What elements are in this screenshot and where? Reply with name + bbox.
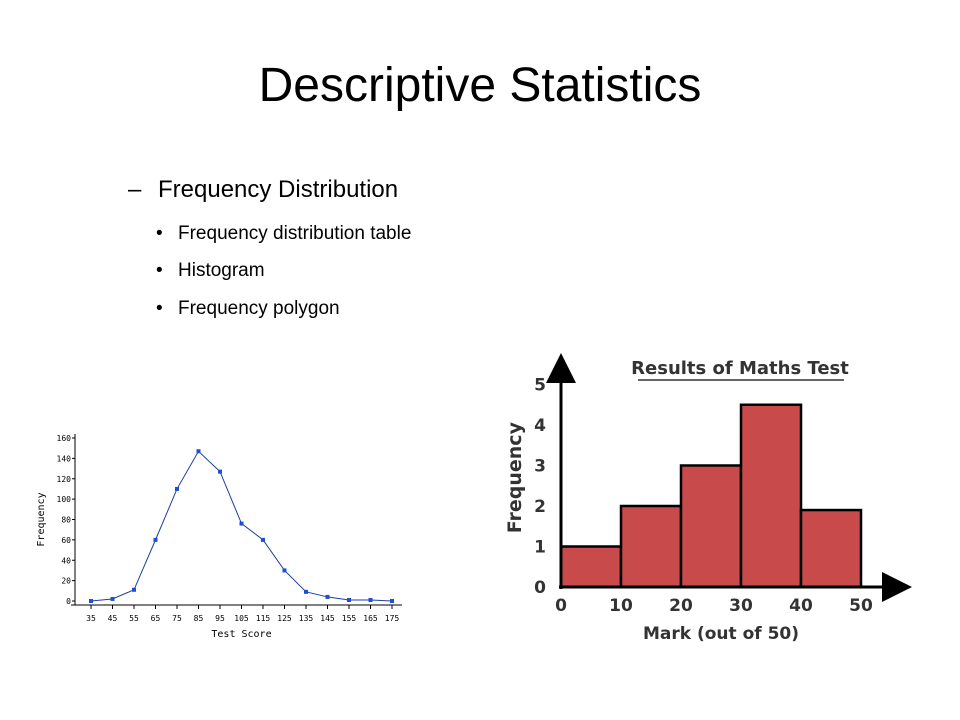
y-tick-label: 60 — [61, 536, 71, 545]
x-tick-label: 155 — [342, 614, 357, 623]
dash-marker: – — [128, 176, 142, 203]
data-point — [347, 597, 351, 602]
data-point — [110, 596, 115, 601]
data-point — [304, 589, 308, 594]
x-tick-label: 30 — [729, 596, 753, 616]
y-tick-label: 1 — [534, 538, 546, 558]
x-tick-label: 125 — [277, 614, 292, 623]
bullet-item: • Histogram — [156, 260, 265, 282]
x-tick-label: 20 — [669, 596, 693, 616]
x-tick-label: 95 — [215, 614, 225, 623]
data-point — [218, 469, 222, 474]
x-tick-label: 40 — [789, 596, 813, 616]
data-point — [89, 599, 93, 603]
y-tick-label: 80 — [61, 516, 71, 525]
x-tick-label: 75 — [172, 614, 182, 623]
x-tick-label: 145 — [320, 614, 335, 623]
x-tick-label: 45 — [108, 614, 118, 623]
data-point — [282, 568, 287, 573]
x-tick-label: 115 — [256, 614, 271, 623]
bullet-dot: • — [156, 223, 163, 244]
x-tick-label: 165 — [363, 614, 378, 623]
y-tick-label: 0 — [66, 597, 71, 606]
y-tick-label: 0 — [534, 578, 546, 598]
y-tick-label: 140 — [57, 454, 72, 463]
x-tick-label: 85 — [194, 614, 204, 623]
x-tick-label: 55 — [129, 614, 139, 623]
histogram-bar — [679, 464, 743, 589]
data-point — [196, 449, 201, 454]
histogram-chart: Results of Maths Test 0 1 2 3 4 5 0 10 20 30 40 50… — [504, 353, 912, 644]
x-tick-label: 35 — [86, 614, 96, 623]
heading-text: Frequency Distribution — [158, 176, 399, 203]
bullet-text: Frequency polygon — [178, 298, 340, 319]
y-tick-label: 40 — [61, 556, 71, 565]
bullet-item: • Frequency distribution table — [156, 223, 411, 245]
y-axis-label: Frequency — [36, 492, 47, 546]
y-tick-label: 20 — [61, 577, 71, 586]
x-tick-label: 175 — [385, 614, 400, 623]
y-tick-label: 2 — [534, 497, 546, 517]
x-axis-label: Test Score — [211, 629, 271, 640]
bullet-heading: – Frequency Distribution — [128, 176, 398, 204]
bullet-text: Histogram — [178, 260, 265, 281]
x-tick-label: 135 — [299, 614, 314, 623]
data-point — [325, 594, 330, 599]
data-point — [175, 486, 179, 491]
data-point — [261, 537, 265, 542]
data-point — [153, 537, 158, 542]
bullet-dot: • — [156, 260, 163, 281]
y-tick-label: 5 — [534, 376, 546, 396]
x-tick-label: 10 — [609, 596, 633, 616]
histogram-bar — [739, 403, 803, 589]
y-tick-label: 3 — [534, 457, 546, 477]
y-tick-label: 100 — [57, 495, 72, 504]
y-tick-label: 120 — [57, 475, 72, 484]
bullet-dot: • — [156, 298, 163, 319]
histogram-bar — [799, 508, 863, 589]
data-point — [368, 597, 373, 602]
x-tick-label: 105 — [234, 614, 249, 623]
x-tick-label: 65 — [151, 614, 161, 623]
x-tick-label: 0 — [555, 596, 567, 616]
series-line — [90, 450, 393, 602]
slide-title: Descriptive Statistics — [258, 59, 702, 112]
data-point — [132, 587, 136, 592]
bullet-list: – Frequency Distribution • Frequency distr… — [128, 176, 411, 320]
frequency-polygon-chart: 0 20 40 60 80 100 120 140 160 35 45 55 65 75 85 95 105 1… — [36, 434, 402, 640]
histogram-bar — [619, 504, 683, 589]
y-tick-label: 160 — [57, 434, 72, 443]
data-point — [239, 521, 244, 526]
bullet-item: • Frequency polygon — [156, 298, 340, 320]
bullet-text: Frequency distribution table — [178, 223, 412, 244]
x-tick-label: 50 — [849, 596, 873, 616]
y-axis-label: Frequency — [504, 421, 526, 533]
data-point — [390, 599, 394, 603]
x-axis-label: Mark (out of 50) — [643, 624, 799, 644]
chart-title: Results of Maths Test — [631, 358, 849, 379]
histogram-bar — [559, 545, 623, 589]
y-tick-label: 4 — [534, 416, 546, 436]
